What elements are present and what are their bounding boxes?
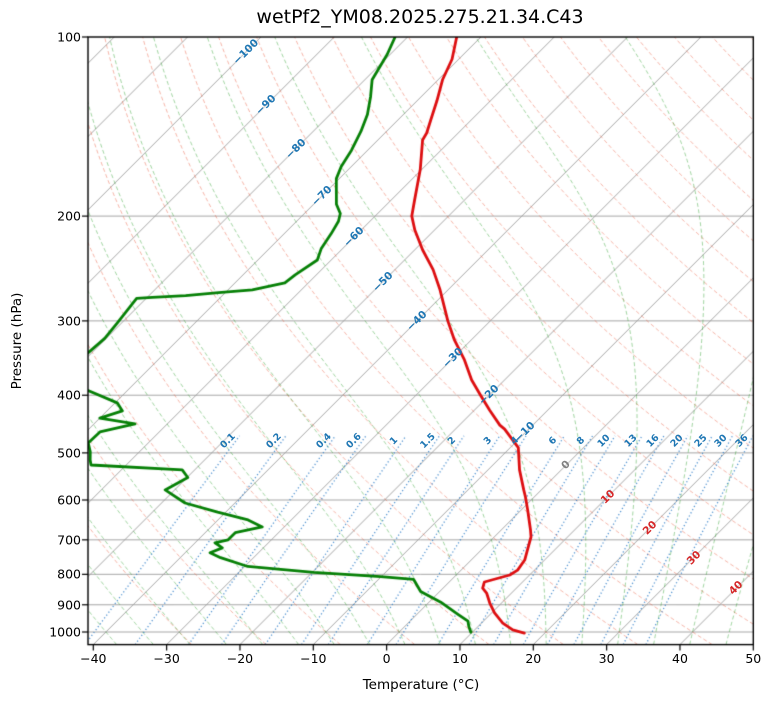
x-tick-label: −30 xyxy=(153,651,180,666)
y-tick-label: 400 xyxy=(57,387,81,403)
x-axis-label: Temperature (°C) xyxy=(362,677,480,693)
x-tick-label: −10 xyxy=(300,651,327,666)
chart-title: wetPf2_YM08.2025.275.21.34.C43 xyxy=(256,6,584,28)
x-tick-label: −20 xyxy=(226,651,254,666)
y-tick-label: 100 xyxy=(57,29,81,45)
y-tick-label: 800 xyxy=(57,566,81,582)
y-tick-label: 300 xyxy=(57,313,81,329)
y-tick-label: 700 xyxy=(57,532,81,548)
x-tick-label: −40 xyxy=(80,651,107,666)
x-tick-label: 20 xyxy=(525,651,542,666)
x-tick-label: 40 xyxy=(672,651,688,666)
y-tick-label: 600 xyxy=(57,492,81,508)
x-tick-label: 50 xyxy=(745,651,762,666)
x-tick-label: 30 xyxy=(598,651,615,666)
x-tick-label: 0 xyxy=(382,651,391,666)
y-axis-label: Pressure (hPa) xyxy=(9,292,25,390)
y-tick-label: 1000 xyxy=(49,624,81,640)
y-tick-label: 900 xyxy=(57,597,81,613)
y-tick-label: 200 xyxy=(57,208,81,224)
x-tick-label: 10 xyxy=(452,651,468,666)
y-tick-label: 500 xyxy=(57,445,81,461)
